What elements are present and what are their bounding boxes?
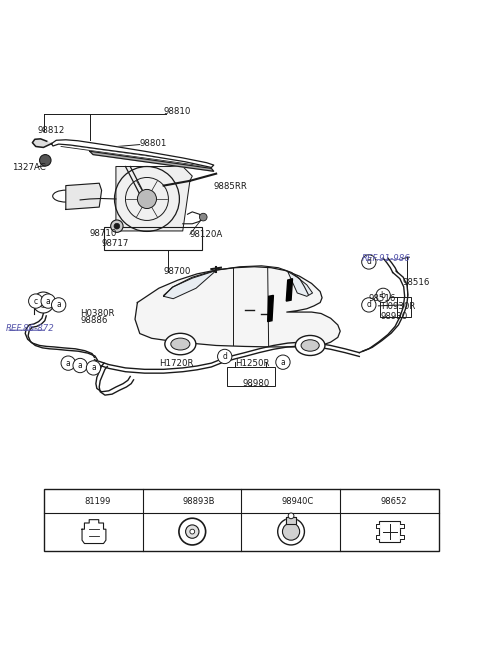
Polygon shape (90, 151, 214, 171)
Circle shape (282, 523, 300, 540)
Text: 98893B: 98893B (183, 496, 215, 505)
Text: 1327AC: 1327AC (12, 163, 46, 172)
Circle shape (137, 189, 156, 209)
Circle shape (179, 518, 205, 545)
Circle shape (362, 297, 376, 312)
Circle shape (199, 213, 207, 221)
Text: 98710: 98710 (90, 229, 117, 238)
Polygon shape (135, 267, 340, 347)
Text: a: a (56, 301, 61, 309)
Polygon shape (286, 279, 292, 301)
Text: 81199: 81199 (84, 496, 111, 505)
Text: 98810: 98810 (164, 107, 191, 116)
Text: 98516: 98516 (369, 294, 396, 303)
Circle shape (186, 525, 199, 538)
Circle shape (73, 358, 87, 373)
Text: 98886: 98886 (80, 316, 108, 325)
Circle shape (41, 294, 55, 308)
Polygon shape (286, 517, 296, 524)
Text: 9885RR: 9885RR (214, 182, 248, 191)
Text: a: a (91, 364, 96, 373)
Polygon shape (288, 272, 312, 296)
Circle shape (115, 167, 180, 231)
Circle shape (361, 494, 375, 508)
Text: 98801: 98801 (140, 139, 167, 148)
Circle shape (61, 356, 75, 370)
Text: a: a (66, 358, 71, 367)
Text: REF.91-986: REF.91-986 (362, 254, 410, 263)
Text: REF.86-872: REF.86-872 (6, 324, 55, 333)
Text: H0380R: H0380R (80, 308, 115, 318)
Bar (227, 367, 275, 386)
Text: d: d (366, 301, 372, 309)
Circle shape (86, 361, 101, 375)
Polygon shape (375, 535, 379, 538)
Text: 98700: 98700 (164, 267, 191, 276)
Circle shape (362, 255, 376, 269)
Text: d: d (366, 257, 372, 266)
Text: b: b (168, 496, 173, 505)
Text: 98940C: 98940C (281, 496, 314, 505)
Text: H0930R: H0930R (381, 302, 415, 311)
Text: 98120A: 98120A (190, 230, 223, 238)
Circle shape (276, 355, 290, 369)
Circle shape (114, 224, 120, 229)
Circle shape (51, 297, 66, 312)
Polygon shape (400, 524, 404, 527)
Bar (104, 227, 202, 250)
Polygon shape (82, 520, 106, 544)
Text: 98812: 98812 (37, 126, 64, 135)
Polygon shape (400, 535, 404, 538)
Polygon shape (33, 139, 51, 148)
Polygon shape (375, 524, 379, 527)
Polygon shape (51, 140, 214, 167)
Text: c: c (34, 297, 38, 306)
Bar (380, 297, 411, 317)
Text: H1720R: H1720R (159, 358, 193, 367)
Text: a: a (46, 297, 50, 306)
Text: 98652: 98652 (380, 496, 407, 505)
Circle shape (190, 529, 195, 534)
Text: 98980: 98980 (242, 379, 270, 388)
Circle shape (278, 518, 304, 545)
Ellipse shape (165, 333, 196, 355)
Polygon shape (116, 167, 192, 231)
Text: a: a (281, 358, 285, 367)
Ellipse shape (171, 338, 190, 350)
Circle shape (65, 494, 80, 508)
Circle shape (29, 294, 43, 308)
Polygon shape (66, 183, 102, 209)
Text: d: d (366, 496, 371, 505)
Circle shape (39, 155, 51, 166)
Circle shape (111, 220, 123, 233)
Circle shape (288, 513, 294, 518)
Text: 98516: 98516 (402, 278, 430, 287)
Text: 98717: 98717 (102, 239, 129, 248)
Text: a: a (70, 496, 75, 505)
Circle shape (33, 292, 54, 313)
Text: d: d (222, 352, 227, 361)
Polygon shape (268, 295, 274, 321)
Bar (44, 489, 440, 551)
Polygon shape (164, 271, 216, 299)
Text: c: c (267, 496, 272, 505)
Text: 98930: 98930 (381, 312, 408, 321)
Text: a: a (78, 361, 83, 370)
Bar (379, 521, 400, 542)
Text: b: b (381, 291, 385, 300)
Ellipse shape (301, 340, 319, 351)
Text: H1250R: H1250R (235, 358, 270, 367)
Ellipse shape (295, 336, 325, 356)
Circle shape (263, 494, 277, 508)
Circle shape (217, 349, 232, 364)
Circle shape (164, 494, 178, 508)
Circle shape (376, 288, 390, 303)
